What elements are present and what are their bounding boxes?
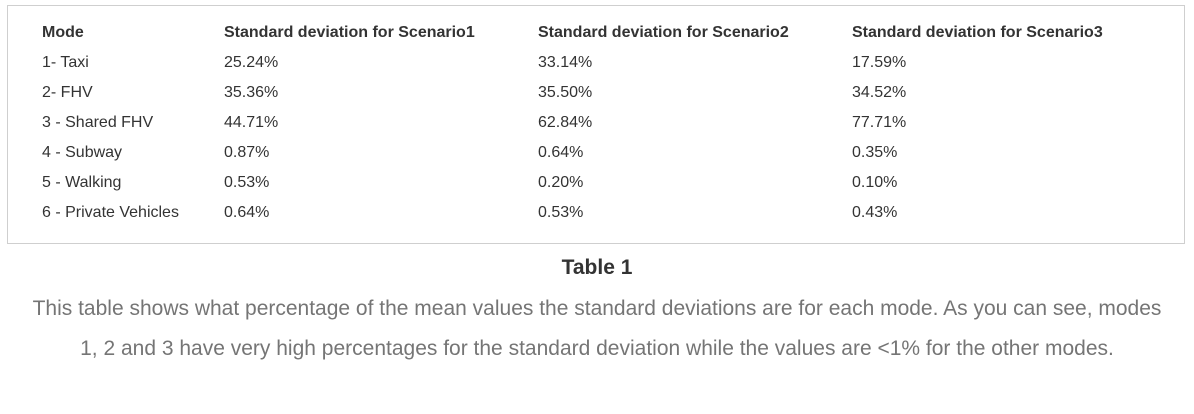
cell-scenario1: 25.24% (224, 54, 279, 71)
cell-mode: 4 - Subway (42, 144, 123, 161)
table-row: 1- Taxi 25.24% 33.14% 17.59% (42, 48, 1152, 78)
header-scenario2: Standard deviation for Scenario2 (538, 24, 789, 41)
table-caption-text: This table shows what percentage of the … (32, 297, 1162, 360)
cell-mode: 3 - Shared FHV (42, 114, 154, 131)
cell-scenario3: 17.59% (852, 54, 907, 71)
cell-scenario1: 0.64% (224, 204, 270, 221)
table-row: 6 - Private Vehicles 0.64% 0.53% 0.43% (42, 198, 1152, 228)
cell-scenario3: 77.71% (852, 114, 907, 131)
cell-scenario1: 35.36% (224, 84, 279, 101)
cell-mode: 6 - Private Vehicles (42, 204, 179, 221)
cell-mode: 5 - Walking (42, 174, 122, 191)
cell-scenario1: 0.53% (224, 174, 270, 191)
cell-mode: 1- Taxi (42, 54, 89, 71)
cell-scenario3: 0.10% (852, 174, 898, 191)
cell-scenario1: 44.71% (224, 114, 279, 131)
cell-scenario2: 0.64% (538, 144, 584, 161)
table-header-row: Mode Standard deviation for Scenario1 St… (42, 18, 1152, 48)
header-scenario1: Standard deviation for Scenario1 (224, 24, 475, 41)
table-caption-title: Table 1 (561, 256, 633, 279)
header-scenario3: Standard deviation for Scenario3 (852, 24, 1103, 41)
cell-scenario2: 0.53% (538, 204, 584, 221)
cell-scenario1: 0.87% (224, 144, 270, 161)
header-mode: Mode (42, 24, 84, 41)
cell-scenario3: 34.52% (852, 84, 907, 101)
cell-scenario2: 0.20% (538, 174, 584, 191)
table-row: 4 - Subway 0.87% 0.64% 0.35% (42, 138, 1152, 168)
data-table-container: Mode Standard deviation for Scenario1 St… (7, 5, 1185, 244)
cell-scenario2: 35.50% (538, 84, 593, 101)
table-row: 3 - Shared FHV 44.71% 62.84% 77.71% (42, 108, 1152, 138)
table-row: 2- FHV 35.36% 35.50% 34.52% (42, 78, 1152, 108)
cell-scenario3: 0.35% (852, 144, 898, 161)
cell-scenario2: 33.14% (538, 54, 593, 71)
cell-scenario2: 62.84% (538, 114, 593, 131)
table-row: 5 - Walking 0.53% 0.20% 0.10% (42, 168, 1152, 198)
std-deviation-table: Mode Standard deviation for Scenario1 St… (42, 18, 1152, 228)
cell-mode: 2- FHV (42, 84, 93, 101)
cell-scenario3: 0.43% (852, 204, 898, 221)
